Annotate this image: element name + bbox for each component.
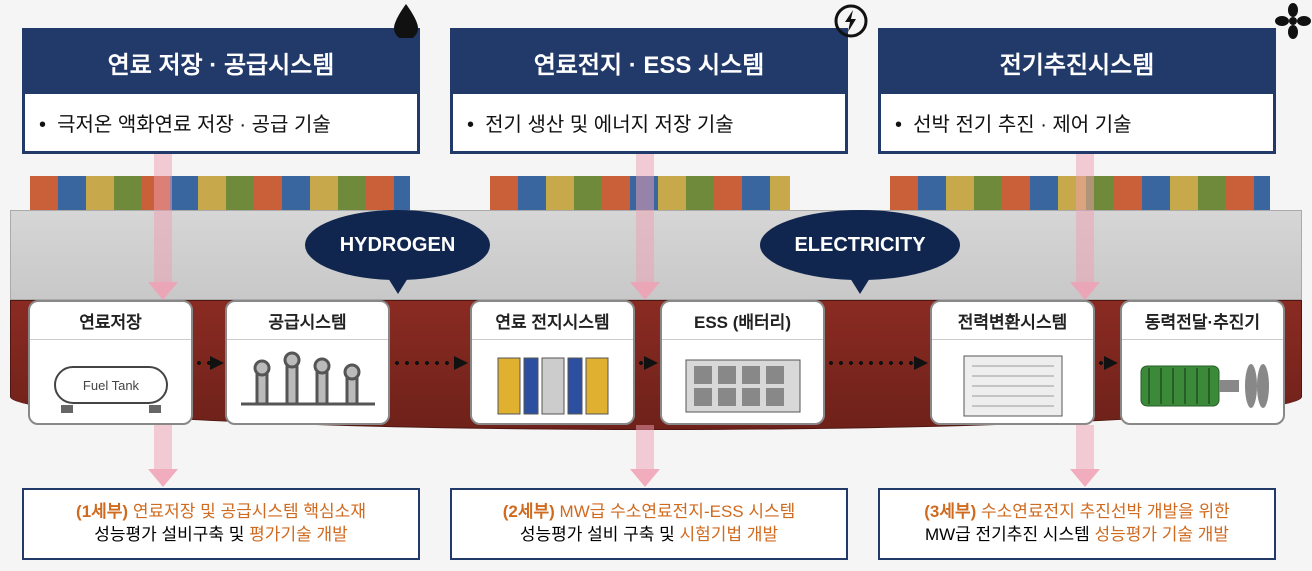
comp-ess: ESS (배터리)	[660, 300, 825, 425]
fuel-cell-icon	[472, 340, 633, 425]
connector-bottom-3	[1070, 425, 1100, 487]
top-body: • 극저온 액화연료 저장 · 공급 기술	[25, 94, 417, 151]
top-title: 연료전지 · ESS 시스템	[453, 31, 845, 94]
comp-label: ESS (배터리)	[662, 302, 823, 340]
bottom-box-task2: (2세부) MW급 수소연료전지-ESS 시스템 성능평가 설비 구축 및 시험…	[450, 488, 848, 560]
top-title: 전기추진시스템	[881, 31, 1273, 94]
svg-text:Fuel Tank: Fuel Tank	[82, 378, 139, 393]
comp-label: 동력전달·추진기	[1122, 302, 1283, 340]
connector-bottom-2	[630, 425, 660, 487]
propeller-icon	[1272, 0, 1312, 42]
panel-icon	[932, 340, 1093, 425]
fuel-tank-icon: Fuel Tank	[30, 340, 191, 425]
flow-arrow	[194, 356, 224, 370]
connector-top-3	[1070, 140, 1100, 300]
diagram-canvas: 연료 저장 · 공급시스템 • 극저온 액화연료 저장 · 공급 기술 연료전지…	[0, 0, 1312, 571]
comp-supply-system: 공급시스템	[225, 300, 390, 425]
flow-arrow	[826, 356, 928, 370]
comp-propulsion-motor: 동력전달·추진기	[1120, 300, 1285, 425]
comp-fuel-tank: 연료저장 Fuel Tank	[28, 300, 193, 425]
flow-arrow	[636, 356, 658, 370]
comp-label: 공급시스템	[227, 302, 388, 340]
comp-label: 전력변환시스템	[932, 302, 1093, 340]
motor-icon	[1122, 340, 1283, 425]
containers-left	[30, 176, 410, 210]
bottom-text: (1세부) 연료저장 및 공급시스템 핵심소재 성능평가 설비구축 및 평가기술…	[76, 501, 366, 547]
valves-icon	[227, 340, 388, 425]
top-box-propulsion: 전기추진시스템 • 선박 전기 추진 · 제어 기술	[878, 28, 1276, 154]
comp-label: 연료저장	[30, 302, 191, 340]
lightning-circle-icon	[830, 0, 872, 42]
comp-fuel-cell: 연료 전지시스템	[470, 300, 635, 425]
bottom-box-task1: (1세부) 연료저장 및 공급시스템 핵심소재 성능평가 설비구축 및 평가기술…	[22, 488, 420, 560]
connector-top-2	[630, 140, 660, 300]
bubble-hydrogen: HYDROGEN .bubble[data-name="bubble-hydro…	[305, 210, 490, 280]
connector-top-1	[148, 140, 178, 300]
oil-drop-icon	[385, 0, 427, 42]
ess-icon	[662, 340, 823, 425]
top-title: 연료 저장 · 공급시스템	[25, 31, 417, 94]
connector-bottom-1	[148, 425, 178, 487]
top-box-fuel-cell-ess: 연료전지 · ESS 시스템 • 전기 생산 및 에너지 저장 기술	[450, 28, 848, 154]
top-box-fuel-storage: 연료 저장 · 공급시스템 • 극저온 액화연료 저장 · 공급 기술	[22, 28, 420, 154]
bubble-electricity: ELECTRICITY .bubble[data-name="bubble-el…	[760, 210, 960, 280]
bottom-text: (2세부) MW급 수소연료전지-ESS 시스템 성능평가 설비 구축 및 시험…	[503, 501, 796, 547]
comp-power-conversion: 전력변환시스템	[930, 300, 1095, 425]
bottom-text: (3세부) 수소연료전지 추진선박 개발을 위한 MW급 전기추진 시스템 성능…	[924, 501, 1230, 547]
top-body: • 선박 전기 추진 · 제어 기술	[881, 94, 1273, 151]
bottom-box-task3: (3세부) 수소연료전지 추진선박 개발을 위한 MW급 전기추진 시스템 성능…	[878, 488, 1276, 560]
top-body: • 전기 생산 및 에너지 저장 기술	[453, 94, 845, 151]
flow-arrow	[1096, 356, 1118, 370]
flow-arrow	[392, 356, 468, 370]
comp-label: 연료 전지시스템	[472, 302, 633, 340]
